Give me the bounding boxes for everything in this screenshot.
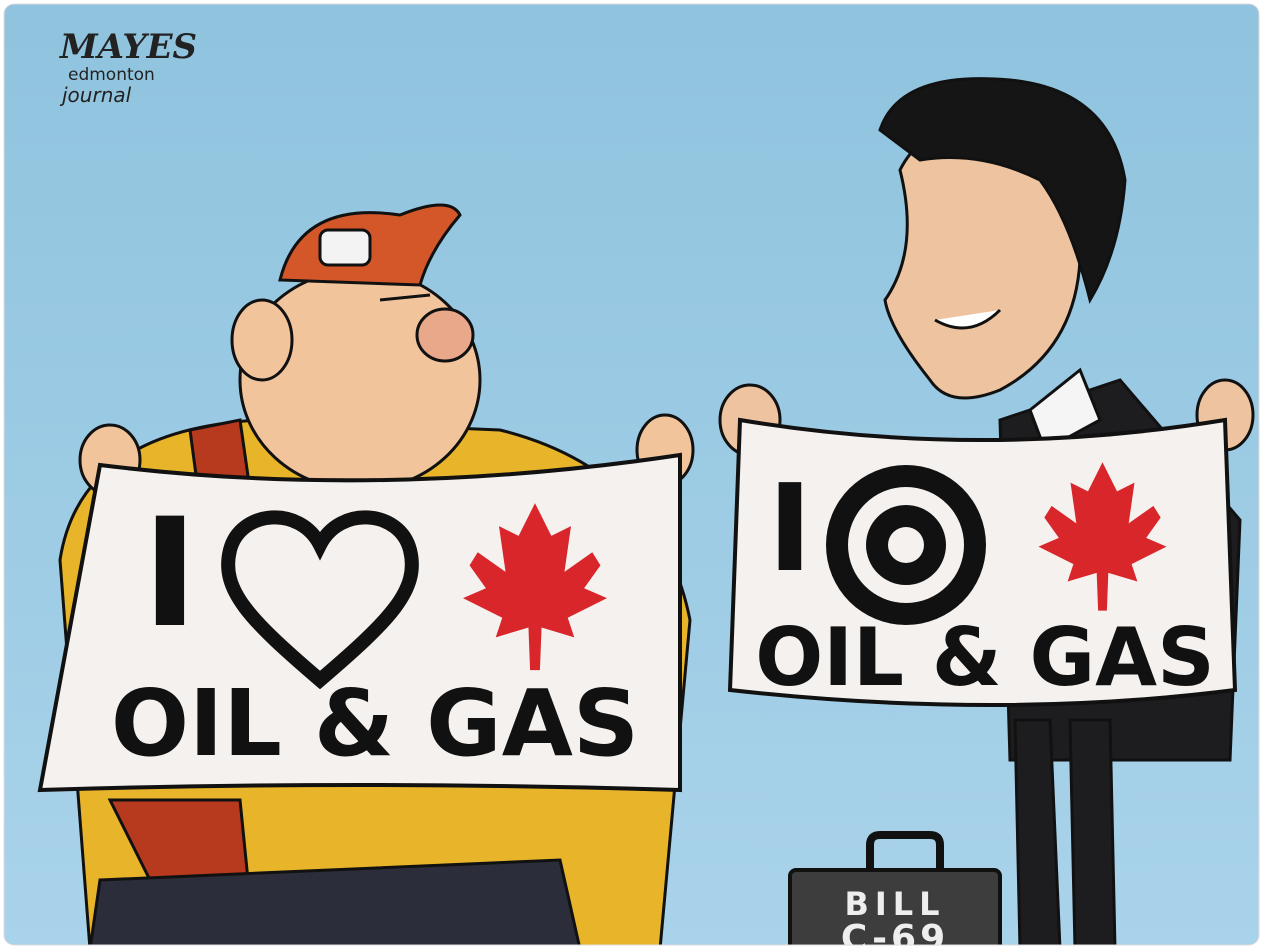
right-banner: I OIL & GAS	[730, 420, 1235, 705]
left-man-nose	[417, 309, 473, 361]
briefcase-line2: C-69	[841, 918, 949, 949]
body: MAYES edmonton journal	[0, 0, 1263, 949]
right-banner-text: OIL & GAS	[755, 611, 1214, 704]
page: Cartoon {"signature": {"name": "MAYES", …	[0, 0, 1263, 949]
left-banner-text: OIL & GAS	[111, 670, 639, 777]
scene: MAYES edmonton journal	[0, 0, 1263, 949]
right-man-leg-right	[1070, 720, 1115, 949]
left-banner-pronoun: I	[142, 487, 198, 661]
cartoon: MAYES edmonton journal	[0, 0, 1263, 949]
signature-name: MAYES	[59, 27, 197, 67]
left-man-cap-logo	[320, 230, 370, 265]
right-banner-pronoun: I	[768, 460, 813, 599]
target	[826, 465, 986, 625]
signature-line2: journal	[59, 83, 132, 107]
left-man-ear	[232, 300, 292, 380]
left-banner: I OIL & GAS	[40, 455, 680, 790]
signature-line1: edmonton	[68, 65, 155, 85]
